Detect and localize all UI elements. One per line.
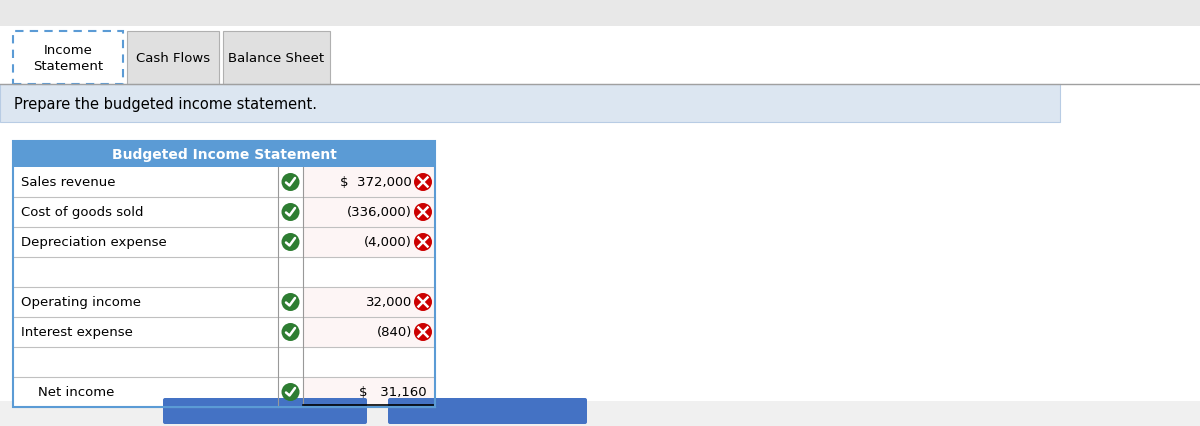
FancyBboxPatch shape [302, 317, 436, 347]
FancyBboxPatch shape [127, 32, 220, 85]
FancyBboxPatch shape [0, 85, 1060, 123]
Circle shape [414, 323, 432, 341]
Circle shape [282, 383, 300, 401]
Circle shape [282, 233, 300, 251]
Text: Budgeted Income Statement: Budgeted Income Statement [112, 148, 336, 161]
Circle shape [282, 294, 300, 311]
Text: Net income: Net income [38, 386, 114, 399]
Text: (336,000): (336,000) [347, 206, 412, 219]
FancyBboxPatch shape [0, 0, 1200, 27]
FancyBboxPatch shape [302, 227, 436, 257]
FancyBboxPatch shape [302, 287, 436, 317]
Text: Operating income: Operating income [22, 296, 142, 309]
Circle shape [414, 173, 432, 192]
Text: Cost of goods sold: Cost of goods sold [22, 206, 144, 219]
FancyBboxPatch shape [0, 2, 1200, 401]
FancyBboxPatch shape [223, 32, 330, 85]
Bar [13, 32, 124, 85]
Text: Depreciation expense: Depreciation expense [22, 236, 167, 249]
Circle shape [414, 294, 432, 311]
Circle shape [282, 204, 300, 222]
Text: Interest expense: Interest expense [22, 326, 133, 339]
Text: (4,000): (4,000) [364, 236, 412, 249]
Text: Prepare the budgeted income statement.: Prepare the budgeted income statement. [14, 96, 317, 111]
FancyBboxPatch shape [13, 32, 124, 85]
Text: 32,000: 32,000 [366, 296, 412, 309]
Text: Cash Flows: Cash Flows [136, 52, 210, 65]
Circle shape [414, 233, 432, 251]
FancyBboxPatch shape [13, 142, 436, 167]
Circle shape [282, 173, 300, 192]
Text: (840): (840) [377, 326, 412, 339]
FancyBboxPatch shape [388, 398, 587, 424]
Circle shape [414, 204, 432, 222]
Text: Balance Sheet: Balance Sheet [228, 52, 324, 65]
FancyBboxPatch shape [302, 167, 436, 198]
Text: $   31,160: $ 31,160 [359, 386, 427, 399]
FancyBboxPatch shape [302, 377, 436, 407]
Circle shape [282, 323, 300, 341]
FancyBboxPatch shape [163, 398, 367, 424]
FancyBboxPatch shape [302, 198, 436, 227]
FancyBboxPatch shape [13, 142, 436, 407]
Text: $  372,000: $ 372,000 [341, 176, 412, 189]
Text: Income
Statement: Income Statement [32, 44, 103, 73]
Text: Sales revenue: Sales revenue [22, 176, 115, 189]
